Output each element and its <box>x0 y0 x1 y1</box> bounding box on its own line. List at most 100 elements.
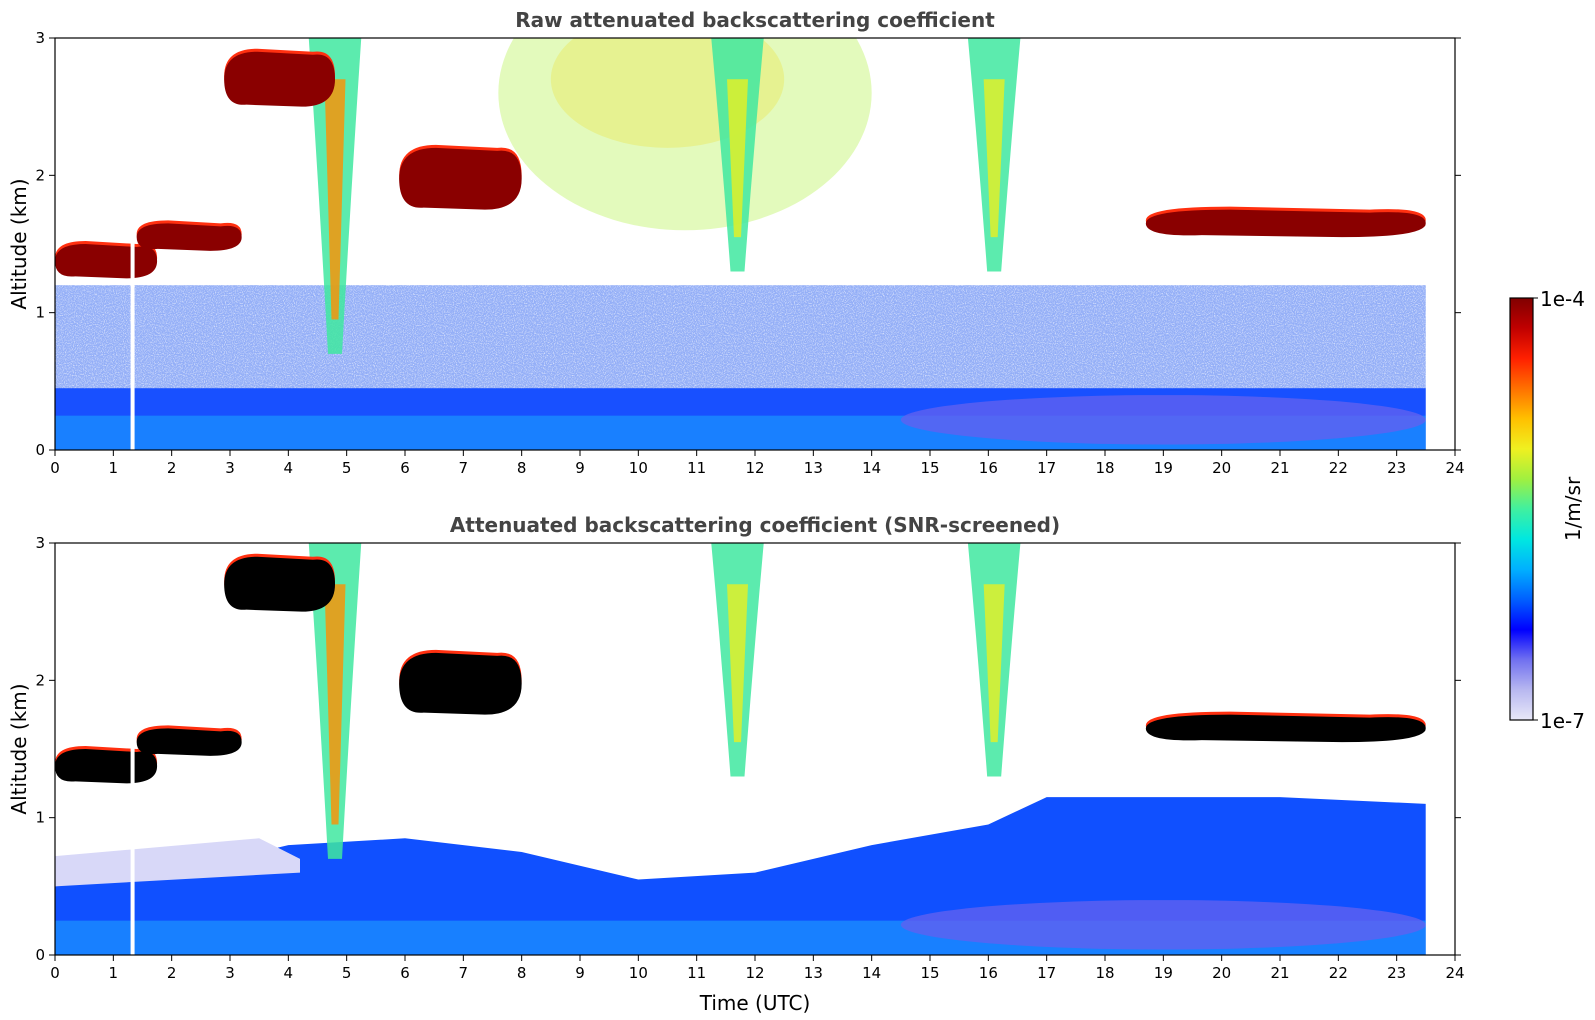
cloud-layer <box>55 749 158 784</box>
y-axis-label: Altitude (km) <box>7 178 31 309</box>
cloud-layer <box>136 728 242 756</box>
precipitation-core <box>727 584 748 743</box>
colorbar-frame <box>1509 297 1534 721</box>
x-tick-label: 0 <box>50 964 60 982</box>
precipitation-core <box>727 79 748 238</box>
cloud-layer <box>55 244 158 279</box>
x-tick-label: 3 <box>225 964 235 982</box>
x-tick-label: 5 <box>342 459 352 477</box>
cloud-layer <box>224 51 335 107</box>
no-data-region <box>1425 543 1455 955</box>
cloud-layer <box>1145 209 1426 238</box>
x-tick-label: 2 <box>167 964 177 982</box>
cloud-layer <box>224 556 335 612</box>
y-axis: 0 1 2 3 <box>35 534 1461 964</box>
x-tick-label: 3 <box>225 459 235 477</box>
x-tick-label: 21 <box>1270 459 1289 477</box>
data-gap-line <box>130 38 135 450</box>
plot-area <box>55 543 1455 955</box>
x-tick-label: 24 <box>1445 459 1464 477</box>
panel-title: Raw attenuated backscattering coefficien… <box>515 8 995 32</box>
x-axis: 0 1 2 3 4 5 6 7 8 9 10 11 12 13 14 15 16 17 18 19 20 21 22 23 24 <box>50 955 1465 982</box>
x-tick-label: 6 <box>400 964 410 982</box>
y-tick-label: 2 <box>35 166 45 184</box>
data-gap-line <box>130 543 135 955</box>
y-tick-label: 3 <box>35 534 45 552</box>
x-tick-label: 19 <box>1154 964 1173 982</box>
x-tick-label: 8 <box>517 964 527 982</box>
faint-region <box>55 838 300 887</box>
x-tick-label: 15 <box>920 459 939 477</box>
panel-raw: Raw attenuated backscattering coefficien… <box>7 8 1465 477</box>
x-tick-label: 19 <box>1154 459 1173 477</box>
colorbar: 1e-4 1e-7 1/m/sr <box>1509 287 1585 733</box>
x-tick-label: 10 <box>629 964 648 982</box>
colorbar-max-label: 1e-4 <box>1540 287 1585 311</box>
x-tick-label: 9 <box>575 964 585 982</box>
x-tick-label: 23 <box>1387 964 1406 982</box>
y-tick-label: 0 <box>35 441 45 459</box>
colorbar-gradient <box>1510 298 1533 720</box>
x-tick-label: 13 <box>804 964 823 982</box>
x-tick-label: 7 <box>459 459 469 477</box>
cloud-layer <box>136 223 242 251</box>
y-tick-label: 3 <box>35 29 45 47</box>
x-tick-label: 5 <box>342 964 352 982</box>
x-tick-label: 14 <box>862 964 881 982</box>
x-tick-label: 12 <box>745 459 764 477</box>
panel-snr-screened: Attenuated backscattering coefficient (S… <box>7 513 1465 1015</box>
x-tick-label: 16 <box>979 459 998 477</box>
y-axis: 0 1 2 3 <box>35 29 1461 459</box>
x-tick-label: 9 <box>575 459 585 477</box>
residual-layer <box>900 395 1426 445</box>
x-tick-label: 4 <box>284 459 294 477</box>
precipitation-core <box>324 79 346 320</box>
y-tick-label: 1 <box>35 304 45 322</box>
x-tick-label: 14 <box>862 459 881 477</box>
y-axis-label: Altitude (km) <box>7 683 31 814</box>
haze-region <box>498 38 872 231</box>
x-tick-label: 10 <box>629 459 648 477</box>
x-tick-label: 17 <box>1037 964 1056 982</box>
no-data-region <box>1425 38 1455 450</box>
x-tick-label: 6 <box>400 459 410 477</box>
cloud-layer <box>1145 714 1426 743</box>
x-tick-label: 7 <box>459 964 469 982</box>
x-tick-label: 8 <box>517 459 527 477</box>
panel-title: Attenuated backscattering coefficient (S… <box>450 513 1060 537</box>
x-tick-label: 16 <box>979 964 998 982</box>
x-tick-label: 15 <box>920 964 939 982</box>
y-tick-label: 1 <box>35 809 45 827</box>
x-tick-label: 22 <box>1329 459 1348 477</box>
residual-layer <box>900 900 1426 950</box>
x-tick-label: 18 <box>1095 459 1114 477</box>
colorbar-min-label: 1e-7 <box>1540 709 1585 733</box>
x-axis: 0 1 2 3 4 5 6 7 8 9 10 11 12 13 14 15 16 17 18 19 20 21 22 23 24 <box>50 450 1465 477</box>
cloud-layer <box>399 652 522 715</box>
x-tick-label: 22 <box>1329 964 1348 982</box>
x-tick-label: 21 <box>1270 964 1289 982</box>
x-tick-label: 17 <box>1037 459 1056 477</box>
x-tick-label: 4 <box>284 964 294 982</box>
plot-area <box>55 38 1455 450</box>
x-tick-label: 11 <box>687 964 706 982</box>
precipitation-core <box>983 79 1005 238</box>
x-tick-label: 1 <box>109 964 119 982</box>
y-tick-label: 0 <box>35 946 45 964</box>
precipitation-core <box>983 584 1005 743</box>
cloud-layer <box>399 147 522 210</box>
x-tick-label: 24 <box>1445 964 1464 982</box>
x-tick-label: 23 <box>1387 459 1406 477</box>
x-tick-label: 20 <box>1212 964 1231 982</box>
y-tick-label: 2 <box>35 671 45 689</box>
x-tick-label: 18 <box>1095 964 1114 982</box>
x-tick-label: 2 <box>167 459 177 477</box>
x-tick-label: 20 <box>1212 459 1231 477</box>
precipitation-core <box>324 584 346 825</box>
x-tick-label: 13 <box>804 459 823 477</box>
x-axis-label: Time (UTC) <box>699 991 811 1015</box>
x-tick-label: 12 <box>745 964 764 982</box>
x-tick-label: 11 <box>687 459 706 477</box>
x-tick-label: 0 <box>50 459 60 477</box>
